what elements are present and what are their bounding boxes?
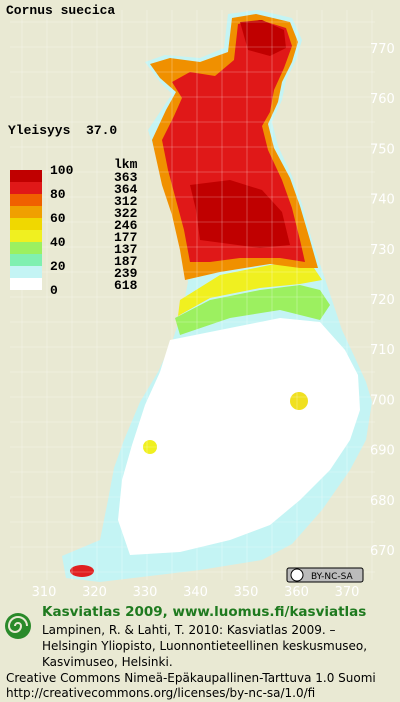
legend-scale-label: 100: [50, 163, 74, 178]
hotspot: [143, 440, 157, 454]
x-coord-label: 370: [335, 585, 360, 600]
legend-count: 363: [114, 170, 138, 185]
species-title: Cornus suecica: [6, 3, 115, 18]
license-line: http://creativecommons.org/licenses/by-n…: [6, 686, 315, 700]
footer: Lampinen, R. & Lahti, T. 2010: Kasviatla…: [6, 623, 376, 700]
grid: 770 760 750 740 730 720 710 700 690 680 670 310 320 3…: [10, 10, 395, 600]
y-coord-label: 670: [370, 544, 395, 559]
x-coord-label: 340: [183, 585, 208, 600]
citation-line: Kasvimuseo, Helsinki.: [42, 655, 173, 669]
badge-icon: [290, 568, 304, 582]
legend-scale-label: 0: [50, 283, 58, 298]
legend-scale-label: 40: [50, 235, 66, 250]
legend-count: 177: [114, 230, 137, 245]
badge-box: [286, 567, 364, 583]
badge-text: BY-NC-SA: [311, 572, 354, 582]
legend-count: 312: [114, 194, 138, 209]
legend-scale-label: 60: [50, 211, 66, 226]
legend: 100 80 60 40 20 0 3633643123222461771371872396…: [10, 163, 138, 298]
x-coord-label: 360: [284, 585, 309, 600]
legend-swatch: [10, 278, 42, 290]
region-darkred: [190, 180, 290, 248]
legend-count: 187: [114, 254, 137, 269]
region-yellow: [178, 262, 322, 316]
legend-swatch: [10, 182, 42, 194]
legend-scale-label: 80: [50, 187, 66, 202]
legend-swatch: [10, 170, 42, 182]
legend-swatch: [10, 194, 42, 206]
legend-count: 239: [114, 266, 138, 281]
logo-spiral: [7, 616, 28, 633]
legend-swatch: [10, 266, 42, 278]
legend-count: 137: [114, 242, 137, 257]
frequency-label: Yleisyys 37.0: [8, 123, 117, 138]
y-coord-label: 750: [370, 142, 395, 157]
logo: [5, 613, 31, 639]
legend-swatch: [10, 218, 42, 230]
y-coord-label: 690: [370, 444, 395, 459]
y-coord-label: 740: [370, 193, 395, 208]
x-coord-label: 320: [82, 585, 107, 600]
legend-header: lkm: [114, 157, 138, 172]
y-coord-label: 730: [370, 243, 395, 258]
legend-count: 618: [114, 278, 138, 293]
citation-line: Helsingin Yliopisto, Luonnontieteellinen…: [42, 639, 367, 653]
x-coord-label: 350: [234, 585, 259, 600]
region-green: [175, 285, 330, 335]
x-coord-label: 310: [32, 585, 57, 600]
y-coord-label: 720: [370, 293, 395, 308]
license-line: Creative Commons Nimeä-Epäkaupallinen-Ta…: [6, 671, 376, 685]
region-darkred-north: [240, 20, 286, 56]
legend-count: 364: [114, 182, 138, 197]
legend-swatch: [10, 206, 42, 218]
legend-swatch: [10, 230, 42, 242]
legend-count: 246: [114, 218, 138, 233]
region-white: [118, 318, 360, 555]
legend-scale-label: 20: [50, 259, 66, 274]
hotspot: [70, 565, 94, 577]
finland-map: [62, 10, 372, 582]
y-coord-label: 770: [370, 42, 395, 57]
legend-swatch: [10, 242, 42, 254]
y-coord-label: 700: [370, 393, 395, 408]
y-coord-label: 680: [370, 494, 395, 509]
cc-badge: BY-NC-SA: [286, 567, 364, 583]
hotspot: [290, 392, 308, 410]
y-coord-label: 710: [370, 343, 395, 358]
legend-count: 322: [114, 206, 138, 221]
legend-swatch: [10, 254, 42, 266]
citation-line: Lampinen, R. & Lahti, T. 2010: Kasviatla…: [42, 623, 336, 637]
y-coord-label: 760: [370, 92, 395, 107]
footer-heading: Kasviatlas 2009, www.luomus.fi/kasviatla…: [42, 604, 366, 620]
x-coord-label: 330: [133, 585, 158, 600]
